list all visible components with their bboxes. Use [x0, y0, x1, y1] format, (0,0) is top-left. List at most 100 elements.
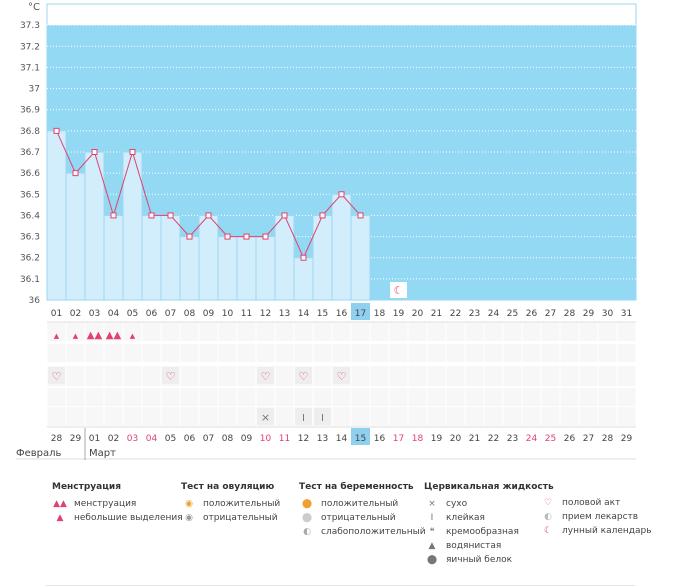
blood-drop-icon: ▲	[54, 332, 60, 340]
grid-cell	[408, 388, 427, 406]
cycle-day-label: 31	[621, 309, 632, 319]
today-highlight	[351, 428, 370, 445]
grid-cell	[218, 323, 237, 341]
temperature-point	[281, 212, 288, 219]
grid-cell	[180, 388, 199, 406]
heart-icon: ♡	[261, 370, 271, 383]
grid-cell	[446, 388, 465, 406]
legend-item: ⬤ положительный	[299, 497, 426, 511]
grid-cell	[199, 388, 218, 406]
legend-item: ⬤ отрицательный	[299, 511, 426, 525]
legend-label: положительный	[203, 499, 281, 509]
grid-cell	[484, 388, 503, 406]
legend-title: Цервикальная жидкость	[424, 482, 554, 492]
heart-cell	[257, 367, 274, 384]
temperature-chart: 36 36.1 36.2 36.3 36.4 36.5 36.6 36.7 36.8 36.9 37…	[16, 2, 637, 460]
grid-cell	[104, 344, 123, 362]
temperature-point	[243, 233, 250, 240]
grid-cell	[541, 407, 560, 426]
cycle-day-label: 09	[203, 309, 215, 319]
grid-cell	[199, 344, 218, 362]
grid-cell	[389, 323, 408, 341]
grid-cell	[313, 323, 332, 341]
calendar-date-label: 10	[260, 434, 272, 444]
grid-cell	[85, 388, 104, 406]
grid-cell	[351, 344, 370, 362]
y-tick-label: 37	[29, 85, 40, 95]
grid-cell	[142, 388, 161, 406]
cycle-day-label: 23	[469, 309, 480, 319]
temperature-point	[338, 191, 345, 198]
cycle-day-label: 17	[355, 309, 366, 319]
grid-cell	[85, 323, 104, 341]
grid-cell	[560, 323, 579, 341]
legend-label: лунный календарь	[562, 526, 652, 536]
cycle-day-label: 12	[260, 309, 271, 319]
grid-cell	[446, 344, 465, 362]
grid-cell	[484, 366, 503, 386]
grid-cell	[541, 323, 560, 341]
grid-cell	[408, 407, 427, 426]
legend-label: яичный белок	[446, 555, 513, 565]
grid-cell	[123, 388, 142, 406]
grid-cell	[256, 323, 275, 341]
cycle-day-label: 11	[241, 309, 252, 319]
grid-cell	[465, 407, 484, 426]
grid-cell	[66, 323, 85, 341]
legend-title: Менструация	[52, 482, 121, 492]
grid-cell	[541, 388, 560, 406]
calendar-date-label: 27	[583, 434, 594, 444]
grid-cell	[66, 407, 85, 426]
temperature-point	[300, 254, 307, 261]
legend-item: ❝ кремообразная	[424, 525, 554, 539]
calendar-date-label: 09	[241, 434, 253, 444]
temperature-point	[72, 170, 79, 177]
moon-icon: ☾	[543, 526, 553, 536]
cycle-day-label: 29	[583, 309, 595, 319]
pregnancy-negative-icon: ⬤	[301, 513, 313, 523]
legend-label: сухо	[446, 499, 468, 509]
moon-marker-bg	[390, 282, 407, 298]
grid-cell	[503, 388, 522, 406]
heart-icon: ♡	[52, 370, 62, 383]
grid-cell	[104, 366, 123, 386]
grid-cell	[275, 344, 294, 362]
y-tick-label: 37.1	[20, 63, 40, 73]
grid-cell	[427, 323, 446, 341]
legend-label: слабоположительный	[321, 527, 426, 537]
calendar-date-label: 29	[621, 434, 633, 444]
legend-label: клейкая	[446, 513, 485, 523]
y-tick-label: 36.2	[20, 254, 40, 264]
grid-cell	[66, 388, 85, 406]
grid-cell	[427, 344, 446, 362]
grid-cell	[598, 407, 617, 426]
grid-cell	[370, 344, 389, 362]
heart-cell	[295, 367, 312, 384]
calendar-date-label: 11	[279, 434, 290, 444]
calendar-date-label: 08	[222, 434, 234, 444]
grid-cell	[389, 388, 408, 406]
grid-cell	[294, 388, 313, 406]
grid-cell	[522, 344, 541, 362]
grid-cell	[503, 366, 522, 386]
grid-cell	[579, 388, 598, 406]
heart-cell	[48, 367, 65, 384]
temperature-point	[357, 212, 364, 219]
grid-cell	[294, 344, 313, 362]
grid-cell	[351, 388, 370, 406]
temperature-bar	[274, 214, 295, 301]
grid-cell	[256, 344, 275, 362]
cycle-day-label: 20	[412, 309, 424, 319]
grid-cell	[484, 323, 503, 341]
legend-menstruation: Менструация ▲▲ менструация ▲ небольшие выд…	[52, 482, 183, 525]
cycle-day-label: 07	[165, 309, 176, 319]
legend-label: водянистая	[446, 541, 502, 551]
calendar-date-label: 29	[70, 434, 82, 444]
blood-drops-icon: ▲▲	[87, 330, 103, 341]
heart-icon: ♡	[166, 370, 176, 383]
grid-cell	[579, 407, 598, 426]
grid-cell	[85, 407, 104, 426]
grid-cell	[161, 388, 180, 406]
